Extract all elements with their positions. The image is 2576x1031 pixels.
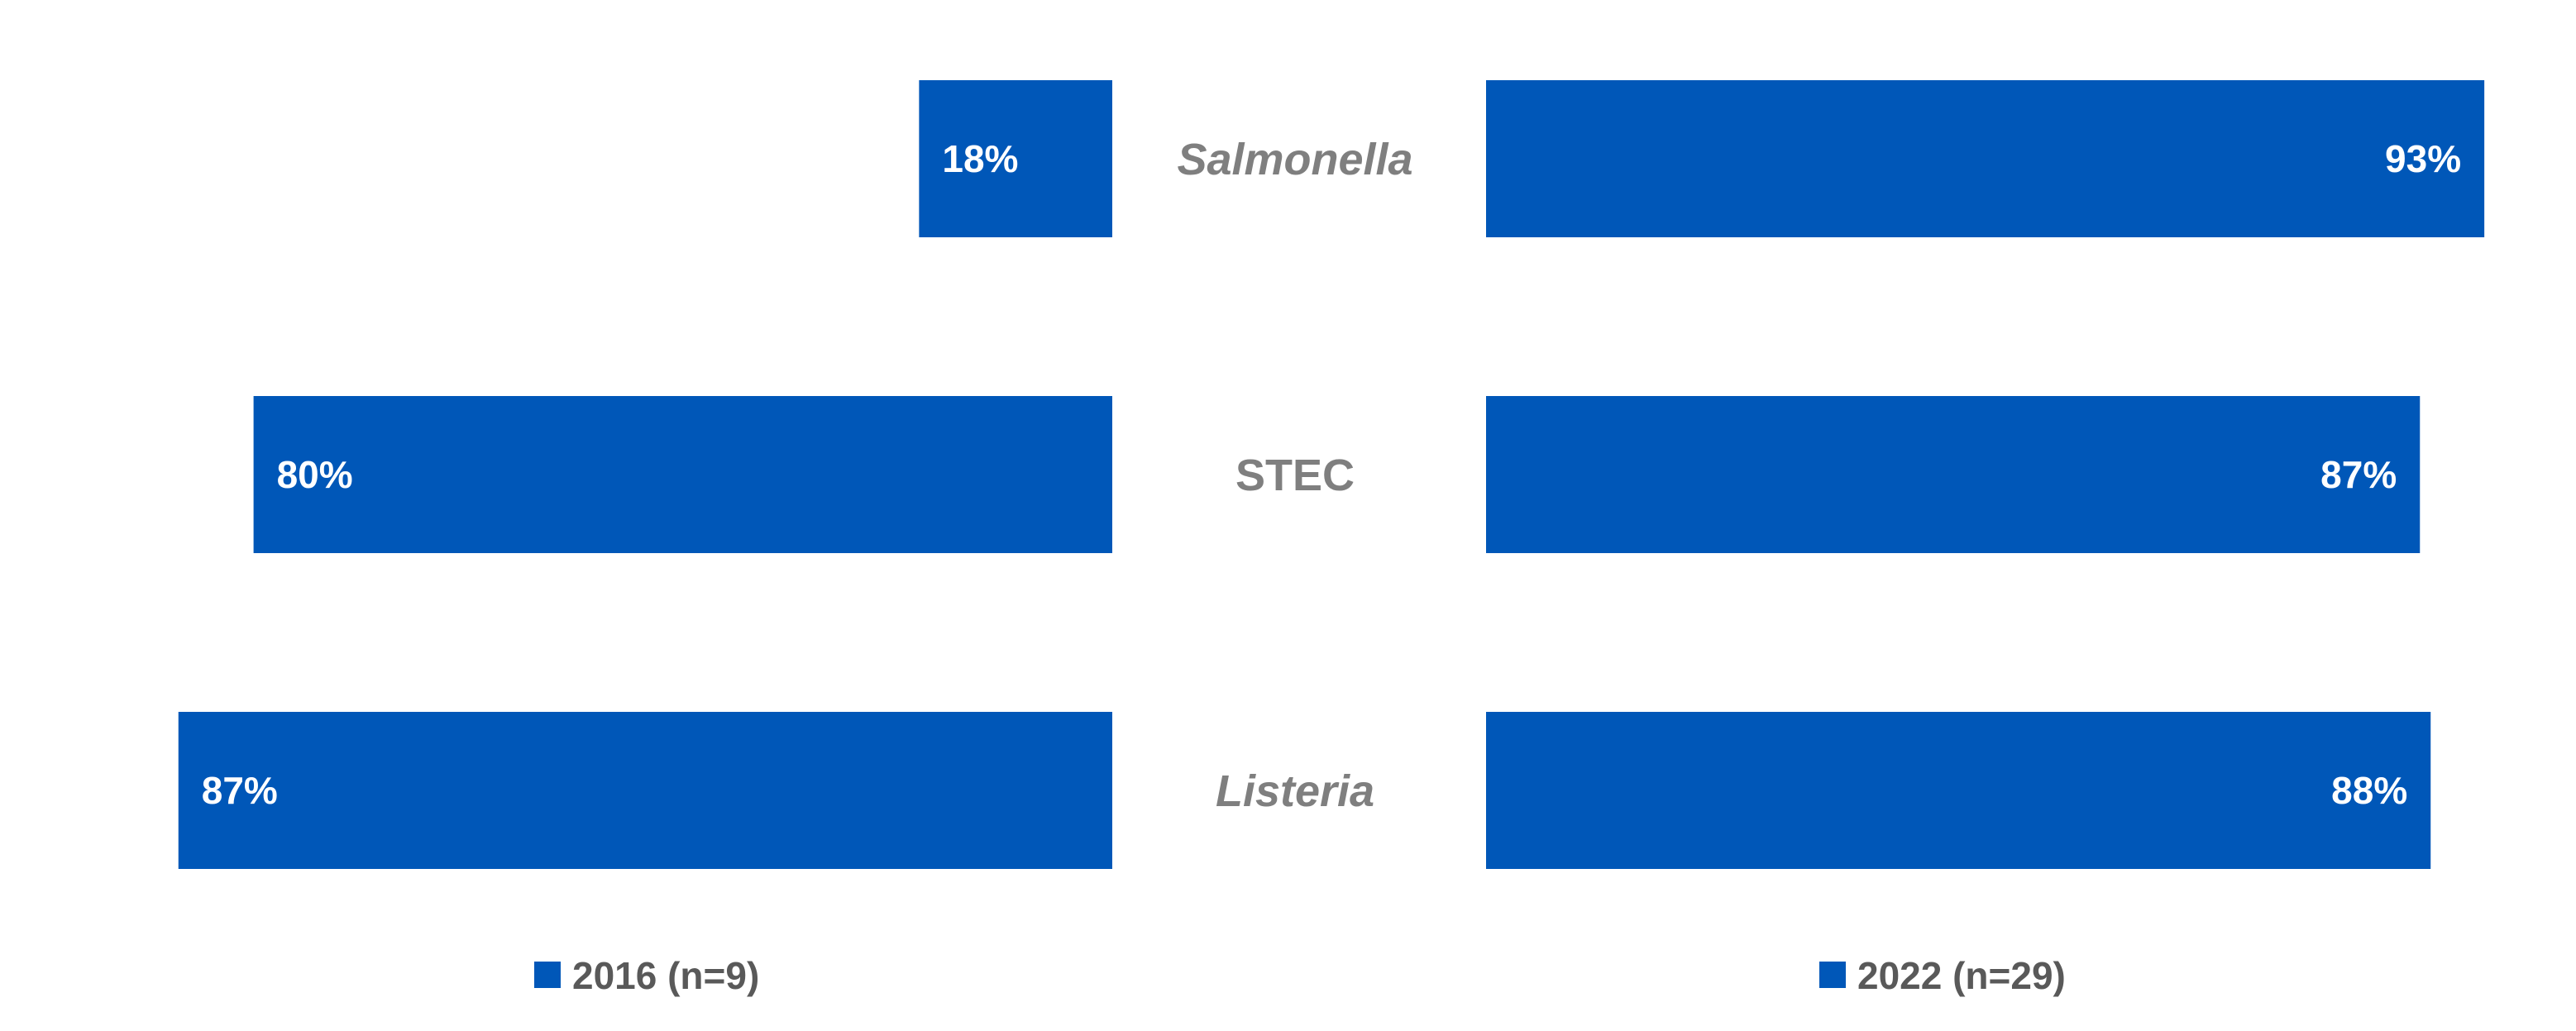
series-2022-bars: 93% 87% 88%	[1486, 80, 2485, 869]
legend-label-2022: 2022 (n=29)	[1857, 954, 2066, 997]
value-label-2016-salmonella: 18%	[942, 137, 1018, 180]
bar-2016-listeria	[178, 712, 1113, 869]
value-label-2022-salmonella: 93%	[2385, 137, 2461, 180]
legend-swatch-2022	[1819, 962, 1846, 988]
category-label-listeria: Listeria	[1216, 766, 1374, 816]
bar-2022-listeria	[1486, 712, 2431, 869]
value-label-2016-stec: 80%	[277, 453, 353, 496]
legend: 2016 (n=9) 2022 (n=29)	[534, 954, 2066, 997]
legend-label-2016: 2016 (n=9)	[572, 954, 759, 997]
legend-swatch-2016	[534, 962, 561, 988]
value-label-2016-listeria: 87%	[202, 769, 278, 812]
bar-2016-stec	[253, 396, 1113, 553]
series-2016-bars: 18% 80% 87%	[178, 80, 1113, 869]
bar-2016-salmonella	[919, 80, 1112, 237]
category-labels: Salmonella STEC Listeria	[1177, 135, 1412, 816]
category-label-salmonella: Salmonella	[1177, 135, 1412, 184]
bar-2022-stec	[1486, 396, 2421, 553]
bar-2022-salmonella	[1486, 80, 2485, 237]
value-label-2022-listeria: 88%	[2331, 769, 2407, 812]
value-label-2022-stec: 87%	[2320, 453, 2397, 496]
category-label-stec: STEC	[1235, 451, 1355, 500]
